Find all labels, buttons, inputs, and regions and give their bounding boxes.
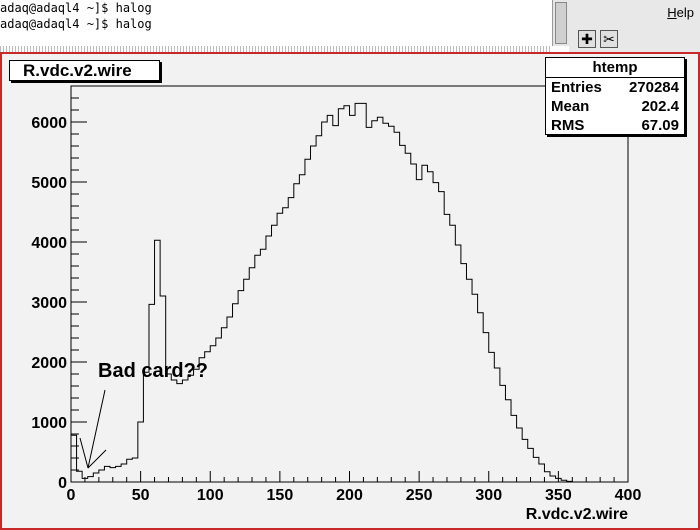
stats-box: htemp Entries 270284 Mean 202.4 RMS 67.0… <box>545 57 685 135</box>
stats-value: 202.4 <box>641 98 679 115</box>
terminal-line: adaq@adaql4 ~]$ halog <box>0 1 152 15</box>
zoom-plus-button[interactable]: ✚ <box>578 30 596 48</box>
annotation-arrow-mid <box>87 389 106 469</box>
terminal-scroll-thumb[interactable] <box>555 2 567 44</box>
stats-label: RMS <box>551 117 585 134</box>
y-tick-label: 0 <box>58 475 67 492</box>
axis-ticks: 0 50 100 150 200 250 300 350 4000100020003000400… <box>31 85 642 504</box>
x-tick-label: 350 <box>545 487 572 504</box>
x-tick-label: 250 <box>406 487 433 504</box>
y-tick-label: 2000 <box>31 355 67 372</box>
x-tick-label: 50 <box>132 487 150 504</box>
help-menu[interactable]: Help <box>667 5 694 20</box>
annotation-label: Bad card?? <box>98 360 208 382</box>
canvas-title: R.vdc.v2.wire <box>9 60 160 81</box>
zoom-plus-icon: ✚ <box>581 31 593 47</box>
y-tick-label: 4000 <box>31 235 67 252</box>
y-tick-label: 1000 <box>31 415 67 432</box>
x-tick-label: 200 <box>336 487 363 504</box>
plot-frame <box>70 85 629 483</box>
y-tick-label: 5000 <box>31 175 67 192</box>
terminal-scrollbar[interactable] <box>552 0 569 46</box>
stats-header: htemp <box>546 58 684 78</box>
stats-label: Entries <box>551 79 602 96</box>
annotation-arrow-left <box>79 437 89 469</box>
annotation-arrow-right <box>87 449 107 469</box>
x-tick-label: 150 <box>267 487 294 504</box>
stats-value: 270284 <box>628 79 679 96</box>
terminal-output: adaq@adaql4 ~]$ halog adaq@adaql4 ~]$ ha… <box>0 0 552 46</box>
stats-value: 67.09 <box>641 117 679 134</box>
stats-label: Mean <box>551 98 590 115</box>
x-axis-label: R.vdc.v2.wire <box>526 506 628 523</box>
y-tick-label: 6000 <box>31 115 67 132</box>
x-tick-label: 300 <box>475 487 502 504</box>
stats-row: RMS 67.09 <box>546 116 684 135</box>
x-tick-label: 100 <box>197 487 224 504</box>
separator <box>0 46 552 52</box>
stats-row: Entries 270284 <box>546 78 684 97</box>
scissors-icon: ✂ <box>603 31 615 47</box>
terminal-line: adaq@adaql4 ~]$ halog <box>0 17 152 31</box>
help-menu-mnemonic: H <box>667 5 677 20</box>
scissors-button[interactable]: ✂ <box>600 30 618 48</box>
y-tick-label: 3000 <box>31 295 67 312</box>
help-menu-label: elp <box>676 5 694 20</box>
canvas-menubar: Help ✚ ✂ <box>569 0 700 52</box>
stats-row: Mean 202.4 <box>546 97 684 116</box>
histogram-line <box>71 102 573 482</box>
x-tick-label: 0 <box>67 487 76 504</box>
x-tick-label: 400 <box>615 487 642 504</box>
